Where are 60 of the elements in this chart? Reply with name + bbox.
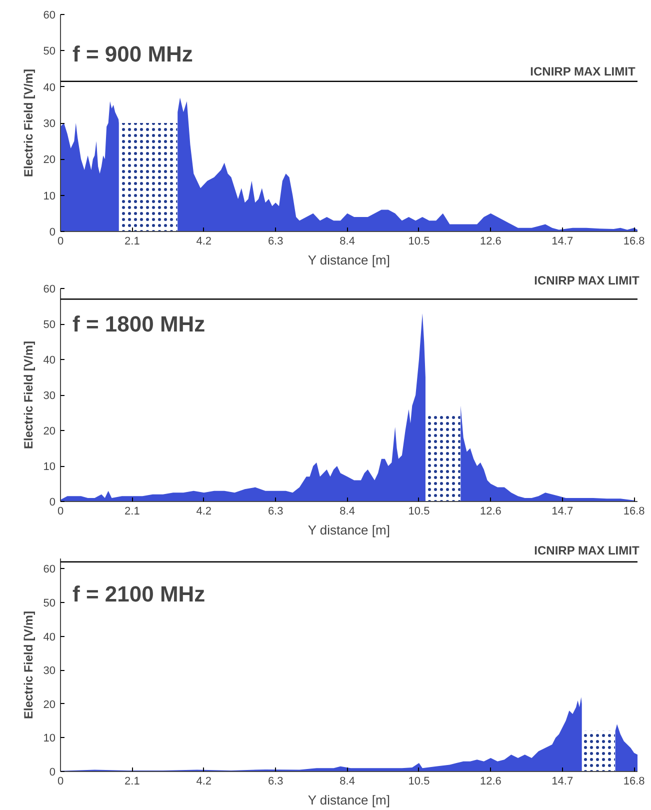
x-tick-label: 2.1	[124, 236, 140, 248]
x-tick-label: 8.4	[340, 776, 355, 788]
y-tick-label: 10	[43, 190, 56, 202]
x-tick-label: 0	[57, 506, 64, 518]
y-tick-label: 10	[43, 461, 56, 473]
x-axis-title: Y distance [m]	[308, 252, 390, 268]
x-tick-label: 0	[57, 776, 64, 788]
x-tick-label: 10.5	[408, 506, 430, 518]
x-tick-label: 16.8	[623, 506, 645, 518]
y-axis-title: Electric Field [V/m]	[21, 610, 36, 720]
y-tick-label: 10	[43, 732, 56, 745]
text: f = 900 MHz	[72, 42, 193, 66]
x-tick-label: 14.7	[552, 776, 574, 788]
x-tick-label: 2.1	[124, 776, 140, 788]
y-tick-label: 30	[43, 390, 56, 402]
y-tick-label: 50	[43, 597, 56, 610]
x-tick-label: 6.3	[268, 506, 284, 518]
y-tick-label: 40	[43, 82, 56, 94]
text: f = 1800 MHz	[72, 312, 206, 336]
x-tick-label: 10.5	[408, 776, 430, 788]
y-tick-label: 20	[43, 426, 56, 438]
x-tick-label: 8.4	[340, 236, 355, 248]
y-tick-label: 30	[43, 118, 56, 130]
x-tick-label: 6.3	[268, 236, 284, 248]
x-tick-label: 16.8	[623, 776, 645, 788]
x-tick-label: 4.2	[196, 776, 212, 788]
x-tick-label: 0	[57, 236, 64, 248]
x-tick-label: 16.8	[623, 236, 645, 248]
y-tick-label: 60	[43, 10, 56, 22]
y-tick-label: 0	[49, 496, 56, 508]
text: f = 2100 MHz	[72, 582, 206, 606]
y-tick-label: 20	[43, 154, 56, 166]
x-tick-label: 8.4	[340, 506, 355, 518]
y-axis-title: Electric Field [V/m]	[21, 340, 36, 450]
x-tick-label: 14.7	[552, 506, 574, 518]
y-tick-label: 50	[43, 46, 56, 58]
x-tick-label: 10.5	[408, 236, 430, 248]
y-tick-label: 40	[43, 354, 56, 366]
x-tick-label: 6.3	[268, 776, 284, 788]
ref-line-label: ICNIRP MAX LIMIT	[534, 274, 640, 288]
x-tick-label: 2.1	[124, 506, 140, 518]
x-axis-title: Y distance [m]	[308, 792, 390, 808]
y-tick-label: 40	[43, 631, 56, 644]
y-tick-label: 30	[43, 665, 56, 678]
x-tick-label: 12.6	[480, 776, 502, 788]
x-tick-label: 4.2	[196, 506, 212, 518]
y-tick-label: 0	[49, 766, 56, 778]
x-tick-label: 4.2	[196, 236, 212, 248]
y-tick-label: 20	[43, 698, 56, 711]
x-axis-title: Y distance [m]	[308, 522, 390, 538]
y-axis-title: Electric Field [V/m]	[21, 68, 36, 178]
ref-line-label: ICNIRP MAX LIMIT	[534, 544, 640, 558]
x-tick-label: 12.6	[480, 236, 502, 248]
y-tick-label: 60	[43, 564, 56, 576]
x-tick-label: 12.6	[480, 506, 502, 518]
y-tick-label: 60	[43, 284, 56, 296]
y-tick-label: 0	[49, 226, 56, 238]
y-tick-label: 50	[43, 319, 56, 331]
x-tick-label: 14.7	[552, 236, 574, 248]
ref-line-label: ICNIRP MAX LIMIT	[530, 64, 636, 78]
